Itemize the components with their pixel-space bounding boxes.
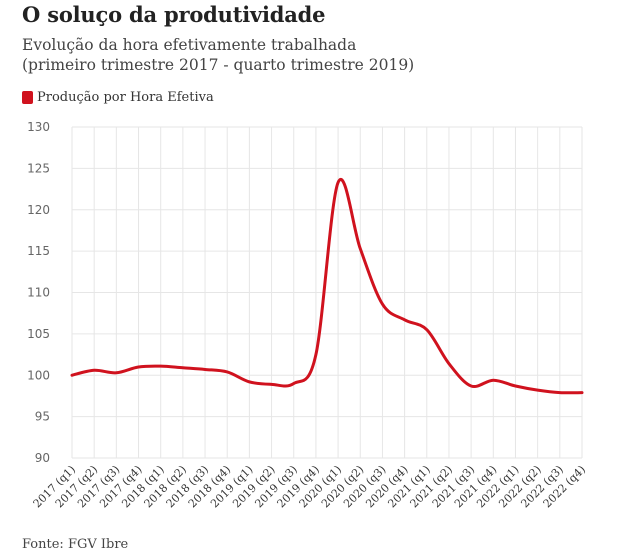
data-point[interactable] <box>200 364 210 374</box>
data-point[interactable] <box>111 368 121 378</box>
data-point[interactable] <box>333 177 343 187</box>
legend-swatch <box>22 91 33 104</box>
y-tick-label: 115 <box>27 244 50 258</box>
data-point[interactable] <box>89 365 99 375</box>
data-point[interactable] <box>156 361 166 371</box>
y-tick-label: 130 <box>27 120 50 134</box>
y-tick-label: 100 <box>27 368 50 382</box>
x-axis-ticks: 2017 (q1)2017 (q2)2017 (q3)2017 (q4)2018… <box>31 463 588 510</box>
chart-title: O soluço da produtividade <box>22 2 326 27</box>
data-point[interactable] <box>178 363 188 373</box>
y-tick-label: 90 <box>35 451 50 465</box>
series-line-producao-por-hora <box>70 178 584 395</box>
data-point[interactable] <box>510 381 520 391</box>
data-point[interactable] <box>355 244 365 254</box>
legend[interactable]: Produção por Hora Efetiva <box>22 90 214 105</box>
legend-label: Produção por Hora Efetiva <box>37 90 214 105</box>
subtitle-line-1: Evolução da hora efetivamente trabalhada <box>22 36 357 54</box>
data-point[interactable] <box>311 350 321 360</box>
data-point[interactable] <box>377 299 387 309</box>
data-point[interactable] <box>488 375 498 385</box>
data-point[interactable] <box>134 362 144 372</box>
data-point[interactable] <box>222 367 232 377</box>
data-point[interactable] <box>67 370 77 380</box>
y-axis-ticks: 90 95 100 105 110 115 120 125 130 <box>27 120 50 465</box>
data-point[interactable] <box>422 325 432 335</box>
line-chart: 90 95 100 105 110 115 120 125 130 2017 (q1)2017 … <box>27 120 588 510</box>
data-point[interactable] <box>466 381 476 391</box>
data-point[interactable] <box>244 377 254 387</box>
data-point[interactable] <box>577 388 587 398</box>
y-tick-label: 95 <box>35 410 50 424</box>
y-gridlines <box>72 126 582 459</box>
data-point[interactable] <box>533 385 543 395</box>
source-note: Fonte: FGV Ibre <box>22 537 129 552</box>
data-point[interactable] <box>555 388 565 398</box>
x-gridlines <box>71 127 583 458</box>
y-tick-label: 125 <box>27 161 50 175</box>
series-points <box>67 177 587 397</box>
subtitle-line-2: (primeiro trimestre 2017 - quarto trimes… <box>22 56 415 74</box>
data-point[interactable] <box>267 379 277 389</box>
y-tick-label: 105 <box>27 327 50 341</box>
y-tick-label: 120 <box>27 203 50 217</box>
chart-subtitle: Evolução da hora efetivamente trabalhada… <box>22 35 622 75</box>
data-point[interactable] <box>444 359 454 369</box>
y-tick-label: 110 <box>27 286 50 300</box>
data-point[interactable] <box>400 315 410 325</box>
data-point[interactable] <box>289 379 299 389</box>
